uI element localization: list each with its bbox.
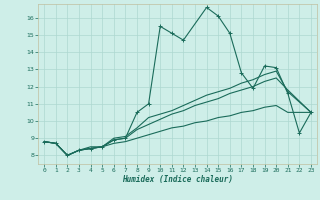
X-axis label: Humidex (Indice chaleur): Humidex (Indice chaleur) [122, 175, 233, 184]
